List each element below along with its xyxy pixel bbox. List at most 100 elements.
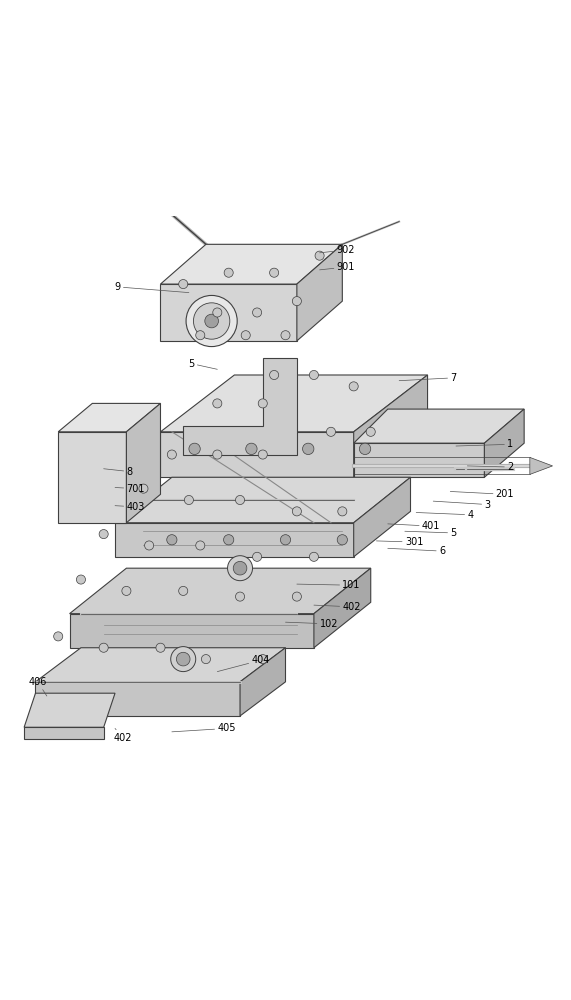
Circle shape bbox=[205, 314, 219, 328]
Circle shape bbox=[224, 268, 233, 277]
Polygon shape bbox=[530, 457, 553, 474]
Text: 102: 102 bbox=[286, 619, 338, 629]
Circle shape bbox=[213, 308, 222, 317]
Text: 402: 402 bbox=[114, 728, 132, 743]
Text: 406: 406 bbox=[29, 677, 47, 696]
Circle shape bbox=[292, 592, 301, 601]
Polygon shape bbox=[297, 244, 343, 341]
Circle shape bbox=[309, 552, 319, 561]
Text: 402: 402 bbox=[314, 602, 361, 612]
Polygon shape bbox=[24, 693, 115, 727]
Circle shape bbox=[77, 575, 86, 584]
Circle shape bbox=[359, 443, 371, 455]
Circle shape bbox=[337, 535, 347, 545]
Polygon shape bbox=[160, 432, 353, 477]
Circle shape bbox=[327, 427, 336, 436]
Circle shape bbox=[176, 652, 190, 666]
Polygon shape bbox=[115, 477, 411, 523]
Circle shape bbox=[196, 541, 205, 550]
Circle shape bbox=[233, 561, 247, 575]
Circle shape bbox=[235, 495, 244, 505]
Circle shape bbox=[292, 507, 301, 516]
Circle shape bbox=[99, 643, 108, 652]
Circle shape bbox=[54, 632, 63, 641]
Text: 2: 2 bbox=[467, 462, 513, 472]
Polygon shape bbox=[58, 403, 160, 432]
Circle shape bbox=[186, 295, 237, 347]
Circle shape bbox=[280, 535, 291, 545]
Polygon shape bbox=[314, 568, 371, 648]
Text: 5: 5 bbox=[405, 528, 457, 538]
Polygon shape bbox=[70, 568, 371, 614]
Circle shape bbox=[338, 507, 347, 516]
Polygon shape bbox=[240, 648, 286, 716]
Polygon shape bbox=[160, 284, 297, 341]
Text: 301: 301 bbox=[376, 537, 423, 547]
Text: 901: 901 bbox=[320, 262, 355, 272]
Circle shape bbox=[179, 586, 188, 595]
Circle shape bbox=[252, 308, 262, 317]
Polygon shape bbox=[160, 244, 343, 284]
Text: 1: 1 bbox=[456, 439, 513, 449]
Text: 201: 201 bbox=[451, 489, 514, 499]
Text: 5: 5 bbox=[188, 359, 218, 369]
Polygon shape bbox=[58, 432, 126, 523]
Text: 3: 3 bbox=[433, 500, 490, 510]
Circle shape bbox=[224, 535, 234, 545]
Polygon shape bbox=[35, 682, 240, 716]
Circle shape bbox=[258, 399, 267, 408]
Circle shape bbox=[167, 535, 177, 545]
Circle shape bbox=[227, 556, 252, 581]
Circle shape bbox=[213, 399, 222, 408]
Text: 902: 902 bbox=[320, 245, 355, 255]
Circle shape bbox=[258, 450, 267, 459]
Circle shape bbox=[189, 443, 200, 455]
Polygon shape bbox=[115, 523, 353, 557]
Circle shape bbox=[171, 647, 196, 672]
Polygon shape bbox=[353, 409, 524, 443]
Text: 101: 101 bbox=[297, 580, 361, 590]
Circle shape bbox=[258, 655, 267, 664]
Circle shape bbox=[202, 655, 211, 664]
Circle shape bbox=[292, 297, 301, 306]
Circle shape bbox=[315, 251, 324, 260]
Circle shape bbox=[366, 427, 375, 436]
Circle shape bbox=[270, 268, 279, 277]
Circle shape bbox=[179, 280, 188, 289]
Circle shape bbox=[349, 382, 358, 391]
Circle shape bbox=[122, 586, 131, 595]
Text: 8: 8 bbox=[104, 467, 132, 477]
Text: 6: 6 bbox=[388, 546, 445, 556]
Text: 4: 4 bbox=[416, 510, 473, 520]
Text: 404: 404 bbox=[218, 655, 270, 672]
Polygon shape bbox=[35, 648, 286, 682]
Polygon shape bbox=[70, 614, 314, 648]
Circle shape bbox=[303, 443, 314, 455]
Text: 403: 403 bbox=[115, 502, 145, 512]
Polygon shape bbox=[353, 443, 484, 477]
Polygon shape bbox=[183, 358, 297, 455]
Text: 401: 401 bbox=[388, 521, 440, 531]
Circle shape bbox=[246, 443, 257, 455]
Circle shape bbox=[270, 370, 279, 380]
Circle shape bbox=[99, 530, 108, 539]
Circle shape bbox=[235, 592, 244, 601]
Circle shape bbox=[309, 370, 319, 380]
Text: 701: 701 bbox=[115, 484, 145, 494]
Circle shape bbox=[252, 552, 262, 561]
Polygon shape bbox=[24, 727, 104, 739]
Circle shape bbox=[156, 643, 165, 652]
Polygon shape bbox=[126, 403, 160, 523]
Circle shape bbox=[213, 450, 222, 459]
Polygon shape bbox=[160, 375, 428, 432]
Text: 7: 7 bbox=[399, 373, 457, 383]
Circle shape bbox=[196, 331, 205, 340]
Circle shape bbox=[184, 495, 194, 505]
Text: 9: 9 bbox=[115, 282, 189, 293]
Circle shape bbox=[144, 541, 154, 550]
Text: 405: 405 bbox=[172, 723, 236, 733]
Circle shape bbox=[281, 331, 290, 340]
Circle shape bbox=[139, 484, 148, 493]
Circle shape bbox=[241, 331, 250, 340]
Circle shape bbox=[167, 450, 176, 459]
